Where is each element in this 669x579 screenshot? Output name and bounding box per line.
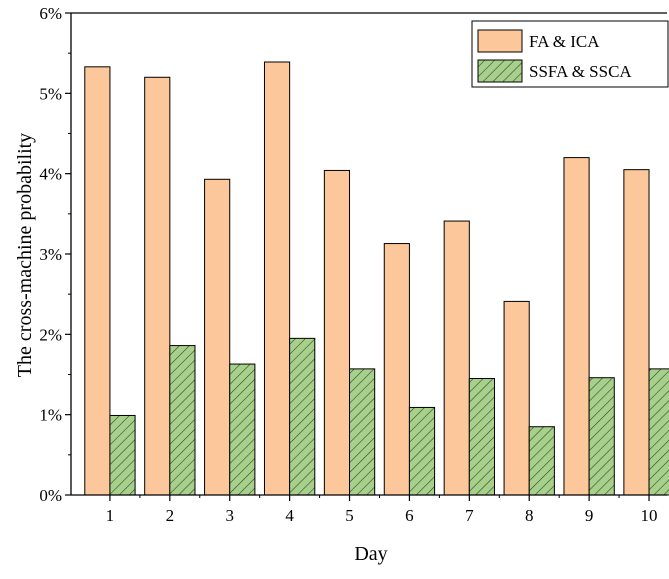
y-tick-label: 4% (39, 165, 62, 184)
x-tick-label: 10 (641, 506, 658, 525)
legend-label-fa-ica: FA & ICA (529, 32, 600, 51)
legend: FA & ICA SSFA & SSCA (471, 20, 669, 88)
x-tick-label: 2 (166, 506, 175, 525)
y-tick-label: 3% (39, 245, 62, 264)
legend-swatch-ssfa-ssca (477, 59, 523, 83)
bar-ssfa-ssca-day-10 (648, 368, 669, 496)
bar-fa-ica-day-1 (84, 66, 111, 496)
legend-swatch-fa-ica (477, 29, 523, 53)
bar-fa-ica-day-5 (323, 169, 351, 496)
bar-ssfa-ssca-day-5 (349, 368, 376, 496)
bar-ssfa-ssca-day-3 (229, 363, 256, 496)
y-tick-label: 0% (39, 486, 62, 505)
bar-ssfa-ssca-day-2 (169, 345, 196, 496)
x-tick-label: 1 (106, 506, 115, 525)
x-axis-title: Day (354, 543, 387, 565)
bar-ssfa-ssca-day-6 (408, 406, 436, 496)
y-tick-label: 6% (39, 4, 62, 23)
bar-ssfa-ssca-day-1 (109, 414, 136, 496)
x-tick-label: 3 (225, 506, 234, 525)
bar-ssfa-ssca-day-7 (468, 378, 495, 496)
bars-group (84, 61, 669, 496)
x-tick-label: 9 (585, 506, 594, 525)
y-tick-label: 5% (39, 84, 62, 103)
x-tick-label: 4 (285, 506, 294, 525)
bar-ssfa-ssca-day-8 (528, 426, 555, 496)
bar-fa-ica-day-6 (383, 243, 410, 496)
legend-label-ssfa-ssca: SSFA & SSCA (529, 62, 632, 81)
bar-fa-ica-day-9 (563, 157, 590, 496)
x-tick-label: 6 (405, 506, 414, 525)
ticks-group: 0% 1% 2% 3% 4% 5% 6% 1 2 3 4 5 6 7 8 9 10 (39, 4, 657, 525)
bar-fa-ica-day-7 (443, 220, 470, 496)
y-axis-title: The cross-machine probability (14, 133, 36, 377)
bar-fa-ica-day-3 (204, 178, 231, 496)
y-tick-label: 2% (39, 325, 62, 344)
bar-fa-ica-day-10 (623, 169, 650, 496)
x-tick-label: 8 (525, 506, 534, 525)
x-tick-label: 5 (345, 506, 354, 525)
bar-fa-ica-day-2 (144, 76, 171, 496)
bar-fa-ica-day-8 (503, 300, 530, 496)
x-tick-label: 7 (465, 506, 474, 525)
bar-fa-ica-day-4 (263, 61, 291, 496)
bar-ssfa-ssca-day-4 (289, 337, 316, 496)
y-tick-label: 1% (39, 406, 62, 425)
bar-ssfa-ssca-day-9 (588, 377, 615, 496)
